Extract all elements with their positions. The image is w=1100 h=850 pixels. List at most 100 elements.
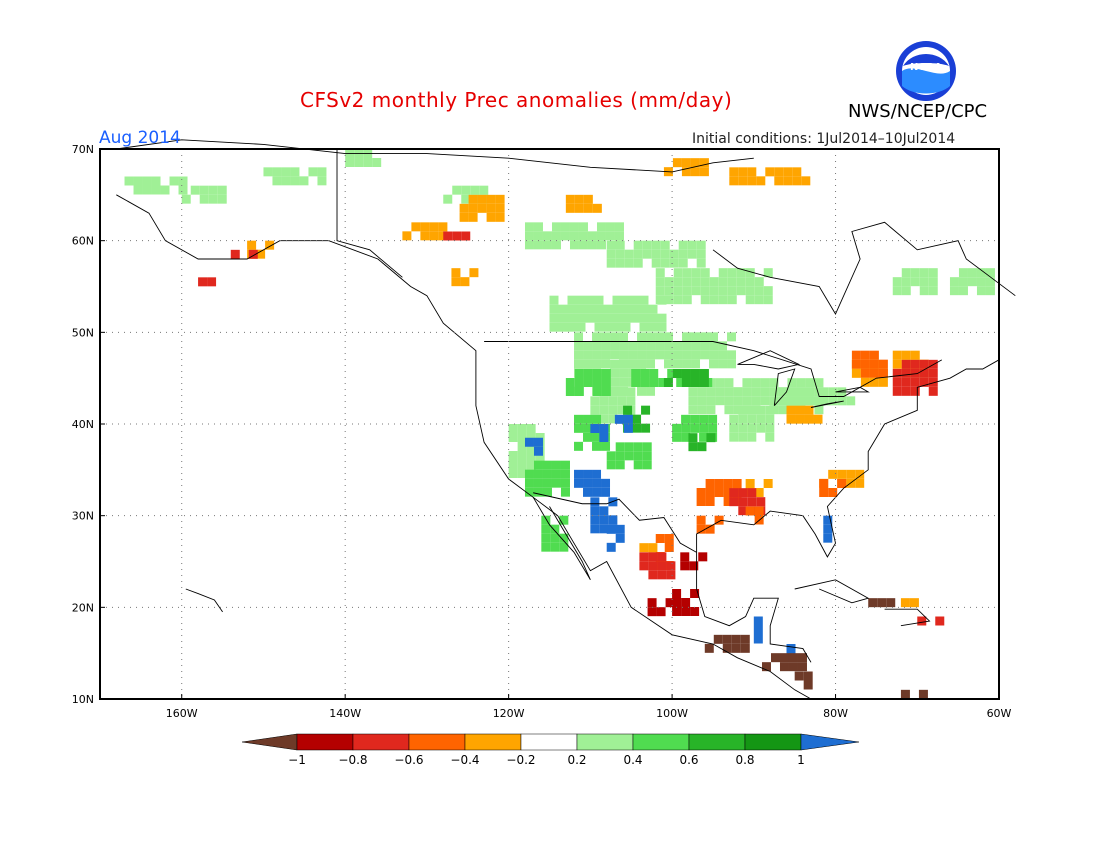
anomaly-cell: [756, 176, 766, 186]
anomaly-cell: [590, 424, 600, 433]
colorbar-segment: [352, 733, 410, 751]
anomaly-cell: [855, 478, 865, 488]
anomaly-cell: [803, 671, 813, 681]
anomaly-cell: [533, 478, 543, 488]
anomaly-cell: [786, 414, 796, 424]
anomaly-cell: [928, 286, 938, 296]
anomaly-cell: [917, 616, 927, 626]
anomaly-cell: [756, 423, 766, 433]
anomaly-cell: [646, 341, 656, 351]
lon-tick-label: 160W: [166, 707, 198, 720]
anomaly-cell: [727, 332, 737, 342]
anomaly-cell: [565, 378, 575, 387]
anomaly-cell: [928, 268, 938, 278]
anomaly-cell: [664, 332, 674, 342]
anomaly-cell: [420, 231, 430, 241]
anomaly-cell: [742, 396, 752, 406]
anomaly-cell: [660, 249, 670, 259]
anomaly-cell: [900, 689, 910, 699]
anomaly-cell: [724, 405, 734, 415]
anomaly-cell: [517, 424, 527, 433]
anomaly-cell: [429, 222, 439, 232]
anomaly-cell: [731, 643, 741, 653]
coastline: [810, 400, 844, 408]
lon-tick-label: 100W: [656, 707, 688, 720]
anomaly-cell: [718, 268, 728, 278]
anomaly-cell: [860, 368, 870, 378]
initial-conditions: Initial conditions: 1Jul2014–10Jul2014: [692, 131, 956, 147]
anomaly-cell: [747, 167, 757, 177]
anomaly-cell: [420, 222, 430, 232]
anomaly-cell: [574, 478, 584, 488]
anomaly-cell: [592, 414, 602, 424]
anomaly-cell: [681, 414, 691, 424]
anomaly-cell: [738, 432, 748, 442]
anomaly-cell: [690, 589, 700, 598]
anomaly-cell: [691, 286, 701, 296]
anomaly-cell: [669, 258, 679, 268]
anomaly-cell: [590, 515, 600, 525]
anomaly-cell: [567, 304, 577, 314]
anomaly-cell: [648, 322, 658, 332]
anomaly-cell: [696, 249, 706, 259]
anomaly-cell: [469, 268, 479, 278]
anomaly-cell: [901, 277, 911, 287]
anomaly-cell: [533, 240, 543, 250]
anomaly-cell: [700, 295, 710, 305]
anomaly-cell: [774, 167, 784, 177]
anomaly-cell: [655, 341, 665, 351]
anomaly-cell: [765, 423, 775, 433]
anomaly-cell: [648, 313, 658, 323]
anomaly-cell: [637, 350, 647, 360]
anomaly-cell: [765, 432, 775, 442]
anomaly-cell: [619, 332, 629, 342]
anomaly-cell: [733, 405, 743, 415]
anomaly-cell: [691, 268, 701, 278]
anomaly-cell: [678, 249, 688, 259]
anomaly-cell: [524, 222, 534, 232]
anomaly-cell: [901, 368, 911, 378]
coastline: [712, 221, 1016, 315]
anomaly-cell: [742, 387, 752, 397]
anomaly-cell: [452, 185, 462, 195]
anomaly-cell: [599, 515, 609, 525]
anomaly-cell: [623, 405, 633, 415]
anomaly-cell: [601, 487, 611, 497]
anomaly-cell: [869, 368, 879, 378]
anomaly-cell: [639, 561, 649, 571]
anomaly-cell: [574, 441, 584, 451]
anomaly-cell: [649, 369, 659, 378]
anomaly-cell: [508, 451, 518, 460]
anomaly-cell: [708, 414, 718, 424]
anomaly-cell: [468, 194, 478, 204]
anomaly-cell: [290, 176, 300, 186]
anomaly-cell: [610, 359, 620, 369]
anomaly-cell: [763, 479, 773, 488]
anomaly-cell: [533, 231, 543, 241]
anomaly-cell: [649, 378, 659, 387]
anomaly-cell: [665, 598, 675, 608]
anomaly-cell: [601, 332, 611, 342]
anomaly-cell: [517, 451, 527, 460]
anomaly-cell: [592, 369, 602, 378]
anomaly-cell: [569, 240, 579, 250]
anomaly-cell: [678, 240, 688, 250]
anomaly-cell: [560, 460, 570, 470]
anomaly-cell: [700, 341, 710, 351]
anomaly-cell: [700, 286, 710, 296]
anomaly-cell: [619, 377, 629, 387]
anomaly-cell: [524, 469, 534, 479]
anomaly-cell: [461, 185, 471, 195]
anomaly-cell: [648, 543, 658, 553]
anomaly-cell: [608, 396, 618, 406]
anomaly-cell: [729, 167, 739, 177]
anomaly-cell: [657, 561, 667, 571]
anomaly-cell: [551, 478, 561, 488]
anomaly-cell: [837, 479, 847, 488]
anomaly-cell: [664, 341, 674, 351]
anomaly-cell: [919, 268, 929, 278]
anomaly-cell: [594, 313, 604, 323]
anomaly-cell: [574, 332, 584, 342]
anomaly-cell: [451, 268, 461, 278]
anomaly-cell: [681, 432, 691, 442]
